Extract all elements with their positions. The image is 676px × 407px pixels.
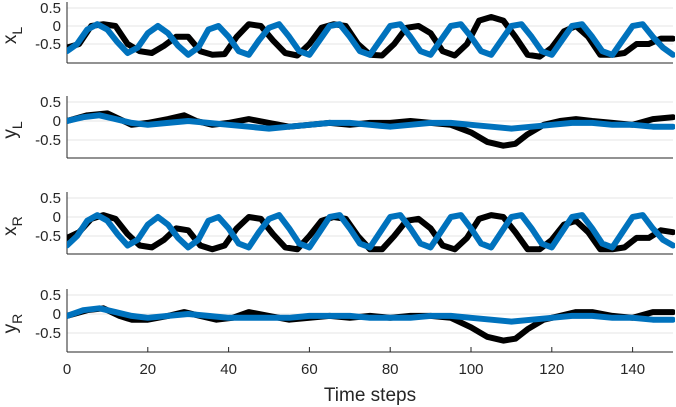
x-tick-label: 80 [382,361,399,378]
x-tick-label: 60 [301,361,318,378]
y-tick-label: 0.5 [40,94,61,111]
y-tick-label: 0.5 [40,190,61,207]
series-line-actual [67,110,675,149]
y-axis-label-main: y [0,323,21,333]
y-axis-label-main: x [0,34,21,44]
x-tick-label: 40 [220,361,237,378]
panel-2: -0.5 0 0.5 yL [0,94,675,159]
y-tick-label: 0 [53,306,61,323]
y-axis-label: xL [0,27,25,45]
y-tick-label: -0.5 [35,228,61,245]
series-line-predicted [67,305,675,325]
y-tick-label: -0.5 [35,132,61,149]
y-tick-label: 0.5 [40,0,61,17]
y-axis-label-sub: R [9,216,25,226]
y-tick-label: 0 [53,113,61,130]
x-tick-label: 140 [620,361,645,378]
x-tick-label: 20 [139,361,156,378]
series-line-predicted [67,212,675,251]
panel-4: -0.5 0 0.5 yR [0,287,675,353]
x-axis-label: Time steps [324,385,416,406]
series-line-predicted [67,21,675,58]
x-tick-label: 0 [63,361,71,378]
x-tick-label: 120 [539,361,564,378]
y-tick-label: 0 [53,209,61,226]
y-axis-label: xR [0,216,25,236]
y-tick-label: -0.5 [35,36,61,53]
y-tick-label: 0 [53,18,61,35]
y-axis-label: yR [0,314,25,334]
x-tick-label: 100 [458,361,483,378]
y-axis-label-main: x [0,226,21,236]
panel-3: -0.5 0 0.5 xR [0,190,675,255]
y-axis-label-main: y [0,129,21,139]
y-tick-label: -0.5 [35,325,61,342]
y-axis-label-sub: L [9,121,25,129]
y-axis-label-sub: R [9,314,25,324]
x-axis: 0 20 40 60 80 100 120 140 [63,347,645,378]
panels: -0.500.5xL-0.500.5yL-0.500.5xR-0.500.5yR [0,0,675,353]
y-tick-label: 0.5 [40,287,61,304]
series-line-predicted [67,112,675,132]
y-axis-label-sub: L [9,27,25,35]
y-axis-label: yL [0,121,25,139]
panel-1: -0.500.5 xL [0,0,675,64]
